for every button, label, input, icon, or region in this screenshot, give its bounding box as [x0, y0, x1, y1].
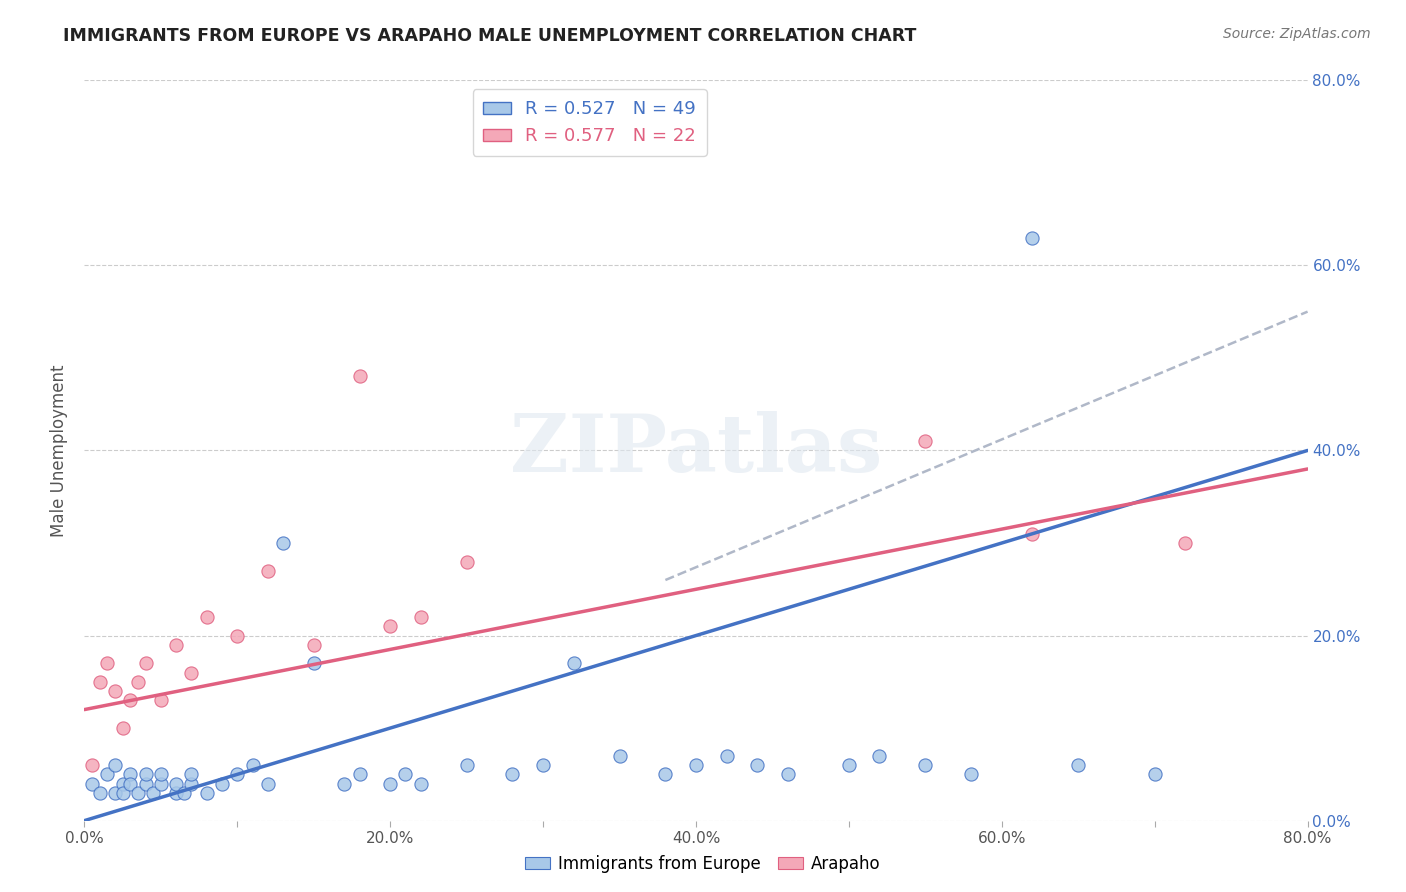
Point [135, 657, 157, 671]
Point [165, 776, 187, 791]
Point [120, 776, 142, 791]
Point [142, 786, 165, 800]
Point [89, 674, 111, 689]
Point [960, 767, 983, 781]
Point [302, 657, 325, 671]
Point [380, 776, 402, 791]
Point [111, 786, 134, 800]
Point [380, 619, 402, 633]
Point [111, 776, 134, 791]
Point [149, 693, 172, 707]
Text: ZIPatlas: ZIPatlas [510, 411, 882, 490]
Point [120, 767, 142, 781]
Text: IMMIGRANTS FROM EUROPE VS ARAPAHO MALE UNEMPLOYMENT CORRELATION CHART: IMMIGRANTS FROM EUROPE VS ARAPAHO MALE U… [63, 27, 917, 45]
Point [531, 758, 554, 772]
Point [104, 758, 127, 772]
Point [149, 767, 172, 781]
Point [654, 767, 676, 781]
Point [104, 786, 127, 800]
Point [135, 767, 157, 781]
Point [456, 554, 478, 569]
Point [349, 369, 371, 384]
Point [195, 610, 218, 624]
Point [609, 748, 631, 763]
Point [211, 776, 233, 791]
Legend: R = 0.527   N = 49, R = 0.577   N = 22: R = 0.527 N = 49, R = 0.577 N = 22 [472, 89, 707, 156]
Point [1021, 526, 1043, 541]
Point [747, 758, 769, 772]
Point [562, 657, 585, 671]
Point [914, 434, 936, 449]
Text: Source: ZipAtlas.com: Source: ZipAtlas.com [1223, 27, 1371, 41]
Point [257, 564, 280, 578]
Point [96, 767, 118, 781]
Point [127, 674, 149, 689]
Point [80, 758, 103, 772]
Point [394, 767, 416, 781]
Point [165, 638, 187, 652]
Point [302, 638, 325, 652]
Point [195, 786, 218, 800]
Point [89, 786, 111, 800]
Point [914, 758, 936, 772]
Point [180, 665, 202, 680]
Point [1067, 758, 1090, 772]
Point [716, 748, 738, 763]
Point [111, 721, 134, 735]
Point [869, 748, 891, 763]
Point [104, 684, 127, 698]
Point [149, 776, 172, 791]
Point [226, 767, 249, 781]
Point [333, 776, 356, 791]
Point [409, 610, 432, 624]
Point [1021, 230, 1043, 244]
Point [165, 786, 187, 800]
Point [120, 693, 142, 707]
Point [242, 758, 264, 772]
Point [257, 776, 280, 791]
Point [685, 758, 707, 772]
Point [96, 657, 118, 671]
Point [173, 786, 195, 800]
Y-axis label: Male Unemployment: Male Unemployment [51, 364, 69, 537]
Point [127, 786, 149, 800]
Point [409, 776, 432, 791]
Legend: Immigrants from Europe, Arapaho: Immigrants from Europe, Arapaho [519, 848, 887, 880]
Point [271, 536, 294, 550]
Point [456, 758, 478, 772]
Point [1174, 536, 1197, 550]
Point [1143, 767, 1166, 781]
Point [502, 767, 524, 781]
Point [838, 758, 860, 772]
Point [349, 767, 371, 781]
Point [226, 628, 249, 642]
Point [776, 767, 799, 781]
Point [80, 776, 103, 791]
Point [180, 767, 202, 781]
Point [180, 776, 202, 791]
Point [135, 776, 157, 791]
